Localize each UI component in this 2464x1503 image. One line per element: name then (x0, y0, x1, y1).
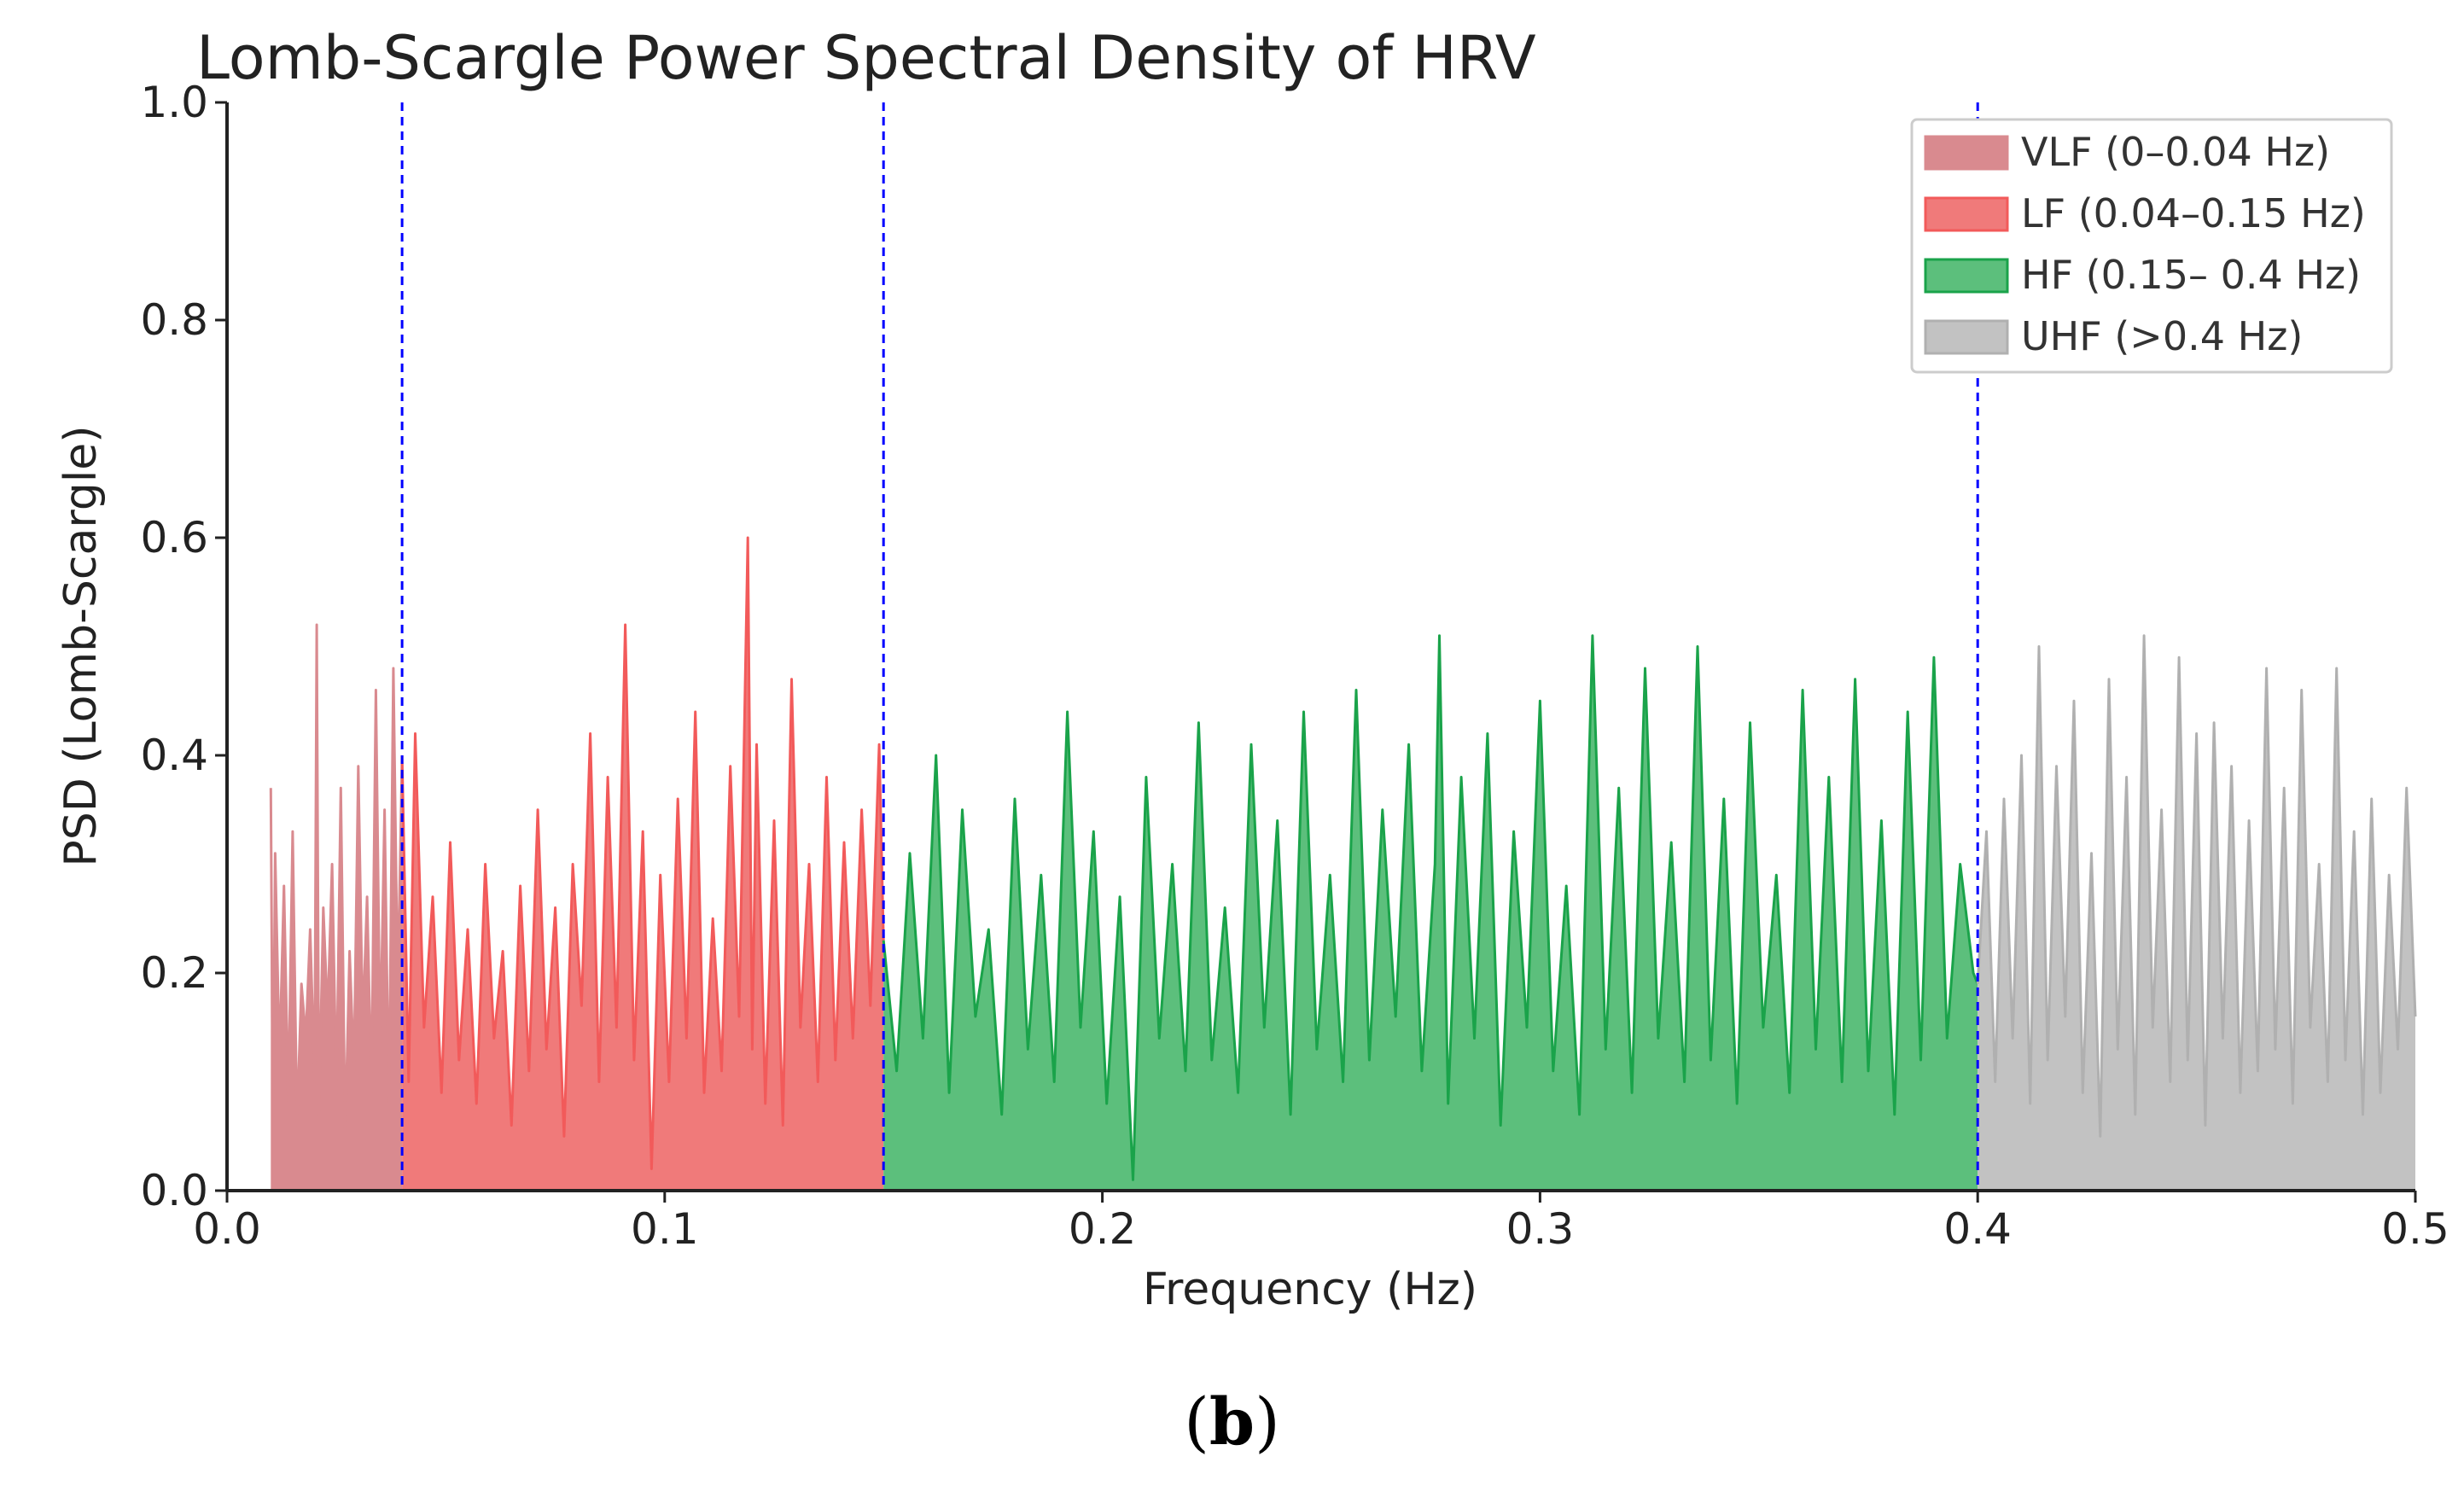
band-line-1 (400, 536, 885, 1170)
y-tick-label: 0.2 (140, 948, 208, 998)
y-axis-label: PSD (Lomb-Scargle) (55, 425, 107, 866)
x-tick-label: 0.1 (631, 1204, 699, 1254)
band-line-3 (1976, 634, 2417, 1138)
band-line-2 (882, 634, 1979, 1181)
y-tick-label: 0.8 (140, 295, 208, 345)
legend: VLF (0–0.04 Hz) LF (0.04–0.15 Hz) HF (0.15… (1910, 118, 2393, 374)
x-tick-label: 0.2 (1069, 1204, 1137, 1254)
y-tick-label: 0.4 (140, 731, 208, 780)
band-area-2 (883, 635, 1978, 1191)
axis-ticks: 0.0 0.1 0.2 0.3 0.4 0.5 0.0 0.2 0.4 0.6 0.8 1.0 (140, 78, 2449, 1254)
legend-swatch-1 (1924, 196, 2009, 232)
band-line-0 (269, 623, 404, 1138)
legend-swatch-2 (1924, 258, 2009, 294)
legend-frame (1910, 118, 2393, 374)
y-tick-label: 0.0 (140, 1166, 208, 1215)
panel-label: (b) (1184, 1384, 1280, 1459)
chart-title: Lomb-Scargle Power Spectral Density of H… (196, 23, 1536, 93)
y-tick-label: 0.6 (140, 513, 208, 562)
x-tick-label: 0.0 (193, 1204, 261, 1254)
legend-label-3: UHF (>0.4 Hz) (2021, 313, 2303, 359)
x-tick-label: 0.4 (1943, 1204, 2012, 1254)
y-tick-label: 1.0 (140, 78, 208, 127)
x-tick-label: 0.5 (2381, 1204, 2449, 1254)
band-area-3 (1978, 635, 2415, 1191)
band-areas (269, 536, 2417, 1191)
legend-label-2: HF (0.15– 0.4 Hz) (2021, 252, 2361, 298)
legend-swatch-0 (1924, 135, 2009, 171)
legend-label-0: VLF (0–0.04 Hz) (2021, 129, 2330, 175)
x-tick-label: 0.3 (1506, 1204, 1575, 1254)
legend-swatch-3 (1924, 319, 2009, 355)
x-axis-label: Frequency (Hz) (1143, 1264, 1477, 1315)
legend-label-1: LF (0.04–0.15 Hz) (2021, 190, 2366, 236)
